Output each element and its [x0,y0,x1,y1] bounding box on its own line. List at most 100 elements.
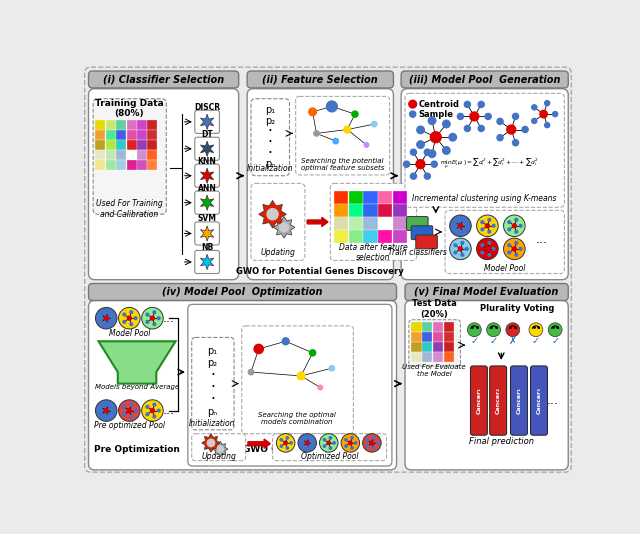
Bar [364,217,378,230]
Circle shape [508,251,511,254]
Bar [127,130,137,140]
Circle shape [351,447,353,449]
Circle shape [130,415,132,418]
Circle shape [488,254,491,256]
Bar [433,352,443,362]
Circle shape [127,409,131,413]
Circle shape [465,247,468,250]
Circle shape [308,447,310,449]
Circle shape [515,230,518,233]
FancyBboxPatch shape [84,67,572,472]
FancyBboxPatch shape [511,366,527,435]
Circle shape [100,313,102,316]
Text: p₂: p₂ [207,358,218,368]
Bar [422,342,433,352]
FancyBboxPatch shape [330,184,417,261]
FancyBboxPatch shape [88,301,397,470]
Circle shape [127,316,131,320]
Circle shape [417,141,424,148]
FancyBboxPatch shape [401,71,568,88]
Circle shape [478,101,484,107]
Circle shape [478,125,484,131]
Bar [127,140,137,150]
Circle shape [515,241,518,245]
Bar [444,332,454,342]
Circle shape [376,442,378,444]
Circle shape [363,434,381,452]
Circle shape [123,313,125,316]
PathPatch shape [200,114,214,130]
Bar [334,191,348,204]
Circle shape [410,111,416,117]
Text: pₙ: pₙ [207,407,218,417]
Text: ...: ... [163,404,175,417]
Circle shape [449,134,456,141]
Bar [378,230,392,243]
Circle shape [146,313,148,316]
Circle shape [301,445,304,447]
Text: (iii) Model Pool  Generation: (iii) Model Pool Generation [408,74,560,84]
FancyBboxPatch shape [470,366,488,435]
Circle shape [95,308,117,329]
PathPatch shape [259,200,287,228]
Circle shape [492,224,495,227]
Circle shape [488,218,491,221]
Circle shape [515,218,518,221]
Bar [137,140,147,150]
Text: Searching the potential
optimal feature subsets: Searching the potential optimal feature … [301,158,384,171]
FancyBboxPatch shape [192,337,234,430]
Circle shape [323,438,326,441]
Circle shape [519,224,522,227]
Bar [95,140,106,150]
Bar [106,150,116,160]
FancyBboxPatch shape [490,366,507,435]
Circle shape [450,215,471,237]
Bar [349,204,363,217]
Bar [147,120,157,130]
Text: DISCR: DISCR [194,103,220,112]
FancyBboxPatch shape [88,89,239,280]
Text: ·: · [268,124,273,139]
Text: Incremental clustering using K-means: Incremental clustering using K-means [412,194,557,203]
Circle shape [310,350,316,356]
Circle shape [508,221,511,224]
Circle shape [329,437,332,439]
Text: p₂: p₂ [265,116,275,126]
Text: Cancer₂: Cancer₂ [495,387,500,414]
Circle shape [403,161,410,167]
Circle shape [305,441,309,445]
Circle shape [372,447,375,449]
Circle shape [486,323,500,336]
Circle shape [207,439,214,446]
Circle shape [454,228,457,231]
Circle shape [118,308,140,329]
Text: Test Data
(20%): Test Data (20%) [412,299,456,319]
Circle shape [497,135,503,141]
Circle shape [107,311,109,313]
Circle shape [280,445,282,447]
FancyBboxPatch shape [93,99,166,214]
Circle shape [95,400,117,421]
Circle shape [485,224,490,228]
Circle shape [488,230,491,233]
Circle shape [461,230,464,233]
Text: Used For Training
and Calibration: Used For Training and Calibration [96,199,163,218]
Bar [116,140,126,150]
FancyBboxPatch shape [401,89,568,280]
Text: (v) Final Model Evaluation: (v) Final Model Evaluation [415,287,559,297]
Circle shape [465,125,470,131]
Circle shape [529,323,543,336]
Circle shape [506,323,520,336]
Text: Updating: Updating [260,248,296,257]
Text: Model Pool: Model Pool [109,329,150,338]
PathPatch shape [200,195,214,210]
Circle shape [267,209,278,220]
Text: Plurality Voting: Plurality Voting [480,304,555,313]
Circle shape [150,316,154,320]
Circle shape [146,320,148,323]
Bar [433,322,443,332]
Text: ...: ... [163,312,175,325]
Bar [147,150,157,160]
FancyBboxPatch shape [195,137,220,160]
Circle shape [431,161,437,167]
